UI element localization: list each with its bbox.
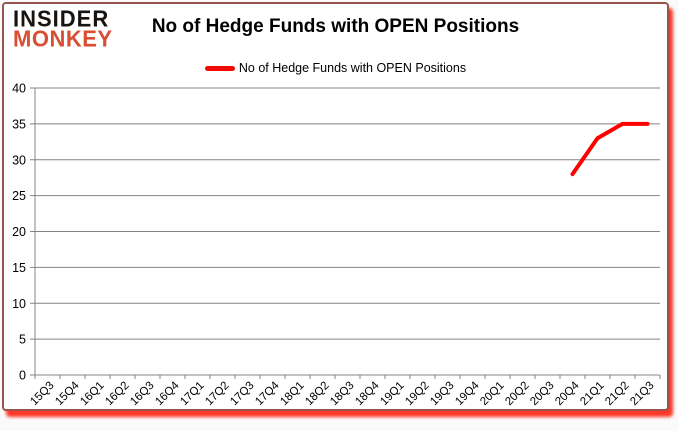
y-tick-label: 20 <box>12 225 26 239</box>
y-tick-label: 35 <box>12 117 26 131</box>
y-tick-label: 30 <box>12 153 26 167</box>
y-tick-label: 15 <box>12 261 26 275</box>
chart-title: No of Hedge Funds with OPEN Positions <box>151 16 520 37</box>
plot-area: 0 5 10 15 20 25 30 35 40 15Q315Q416Q116Q216Q316Q4… <box>12 82 661 408</box>
x-tick-label: 19Q2 <box>403 380 431 408</box>
series-line <box>570 121 650 177</box>
logo-text-monkey: MONKEY <box>13 25 113 52</box>
x-tick-label: 16Q1 <box>78 380 106 408</box>
logo-text-insider: INSIDER <box>13 5 110 32</box>
legend-line-swatch <box>204 65 235 71</box>
y-tick-label: 10 <box>12 297 26 311</box>
x-tick-label: 16Q4 <box>153 379 182 408</box>
x-tick-label: 18Q2 <box>303 380 331 408</box>
y-tick-label: 0 <box>19 369 26 383</box>
x-tick-label: 20Q1 <box>478 380 506 408</box>
x-tick-label: 17Q3 <box>228 380 256 408</box>
x-tick-label: 19Q4 <box>453 379 482 408</box>
x-tick-label: 20Q2 <box>503 380 531 408</box>
insider-monkey-logo: INSIDER MONKEY <box>13 5 113 52</box>
y-tick-label: 40 <box>12 82 26 96</box>
chart-card: INSIDER MONKEY No of Hedge Funds with OP… <box>2 2 669 411</box>
y-tick-label: 25 <box>12 189 26 203</box>
x-tick-label: 19Q1 <box>378 380 406 408</box>
x-tick-label: 21Q1 <box>578 380 606 408</box>
x-tick-label: 16Q2 <box>103 380 131 408</box>
legend: No of Hedge Funds with OPEN Positions <box>4 61 667 75</box>
x-tick-label: 16Q3 <box>128 380 156 408</box>
x-tick-label: 18Q3 <box>328 380 356 408</box>
x-tick-label: 17Q4 <box>253 379 282 408</box>
x-tick-label: 17Q1 <box>178 380 206 408</box>
x-tick-label: 20Q4 <box>553 379 582 408</box>
x-tick-label: 18Q4 <box>353 379 382 408</box>
x-tick-label: 15Q3 <box>28 380 56 408</box>
x-tick-label: 21Q3 <box>628 380 656 408</box>
y-tick-label: 5 <box>19 333 26 347</box>
x-tick-label: 19Q3 <box>428 380 456 408</box>
x-tick-label: 21Q2 <box>603 380 631 408</box>
x-tick-label: 17Q2 <box>203 380 231 408</box>
x-tick-label: 15Q4 <box>53 379 82 408</box>
legend-label: No of Hedge Funds with OPEN Positions <box>238 61 467 75</box>
x-tick-label: 20Q3 <box>528 380 556 408</box>
x-tick-label: 18Q1 <box>278 380 306 408</box>
